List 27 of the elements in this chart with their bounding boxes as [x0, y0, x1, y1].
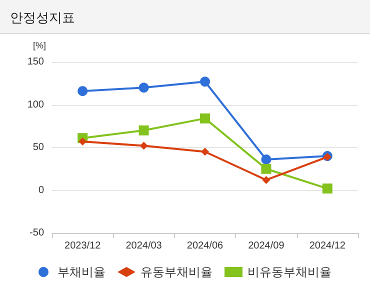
- point: [138, 82, 149, 93]
- legend-label: 비유동부채비율: [248, 265, 332, 279]
- point: [78, 138, 87, 146]
- legend-label: 부채비율: [58, 265, 106, 279]
- x-tick-label: 2024/06: [186, 240, 224, 252]
- x-tick-label: 2023/12: [64, 240, 102, 252]
- point: [200, 113, 210, 124]
- y-tick-label: 150: [27, 56, 44, 68]
- point: [262, 176, 270, 184]
- x-tick-label: 2024/12: [309, 240, 346, 252]
- x-tick-label: 2024/09: [248, 240, 285, 252]
- point: [201, 148, 209, 156]
- y-tick-label: 0: [38, 184, 44, 196]
- chart-title: 안정성지표: [0, 0, 370, 34]
- point: [78, 86, 88, 96]
- point: [138, 125, 149, 136]
- y-axis-title: [%]: [32, 40, 46, 50]
- point: [200, 76, 210, 87]
- y-tick-label: 50: [32, 142, 44, 153]
- point: [261, 164, 272, 174]
- point: [140, 142, 148, 150]
- x-tick-label: 2024/03: [126, 240, 162, 252]
- legend-label: 유동부채비율: [140, 265, 212, 279]
- point: [261, 154, 272, 164]
- point: [322, 184, 332, 194]
- y-tick-label: -50: [30, 228, 44, 238]
- y-tick-label: 100: [27, 99, 44, 110]
